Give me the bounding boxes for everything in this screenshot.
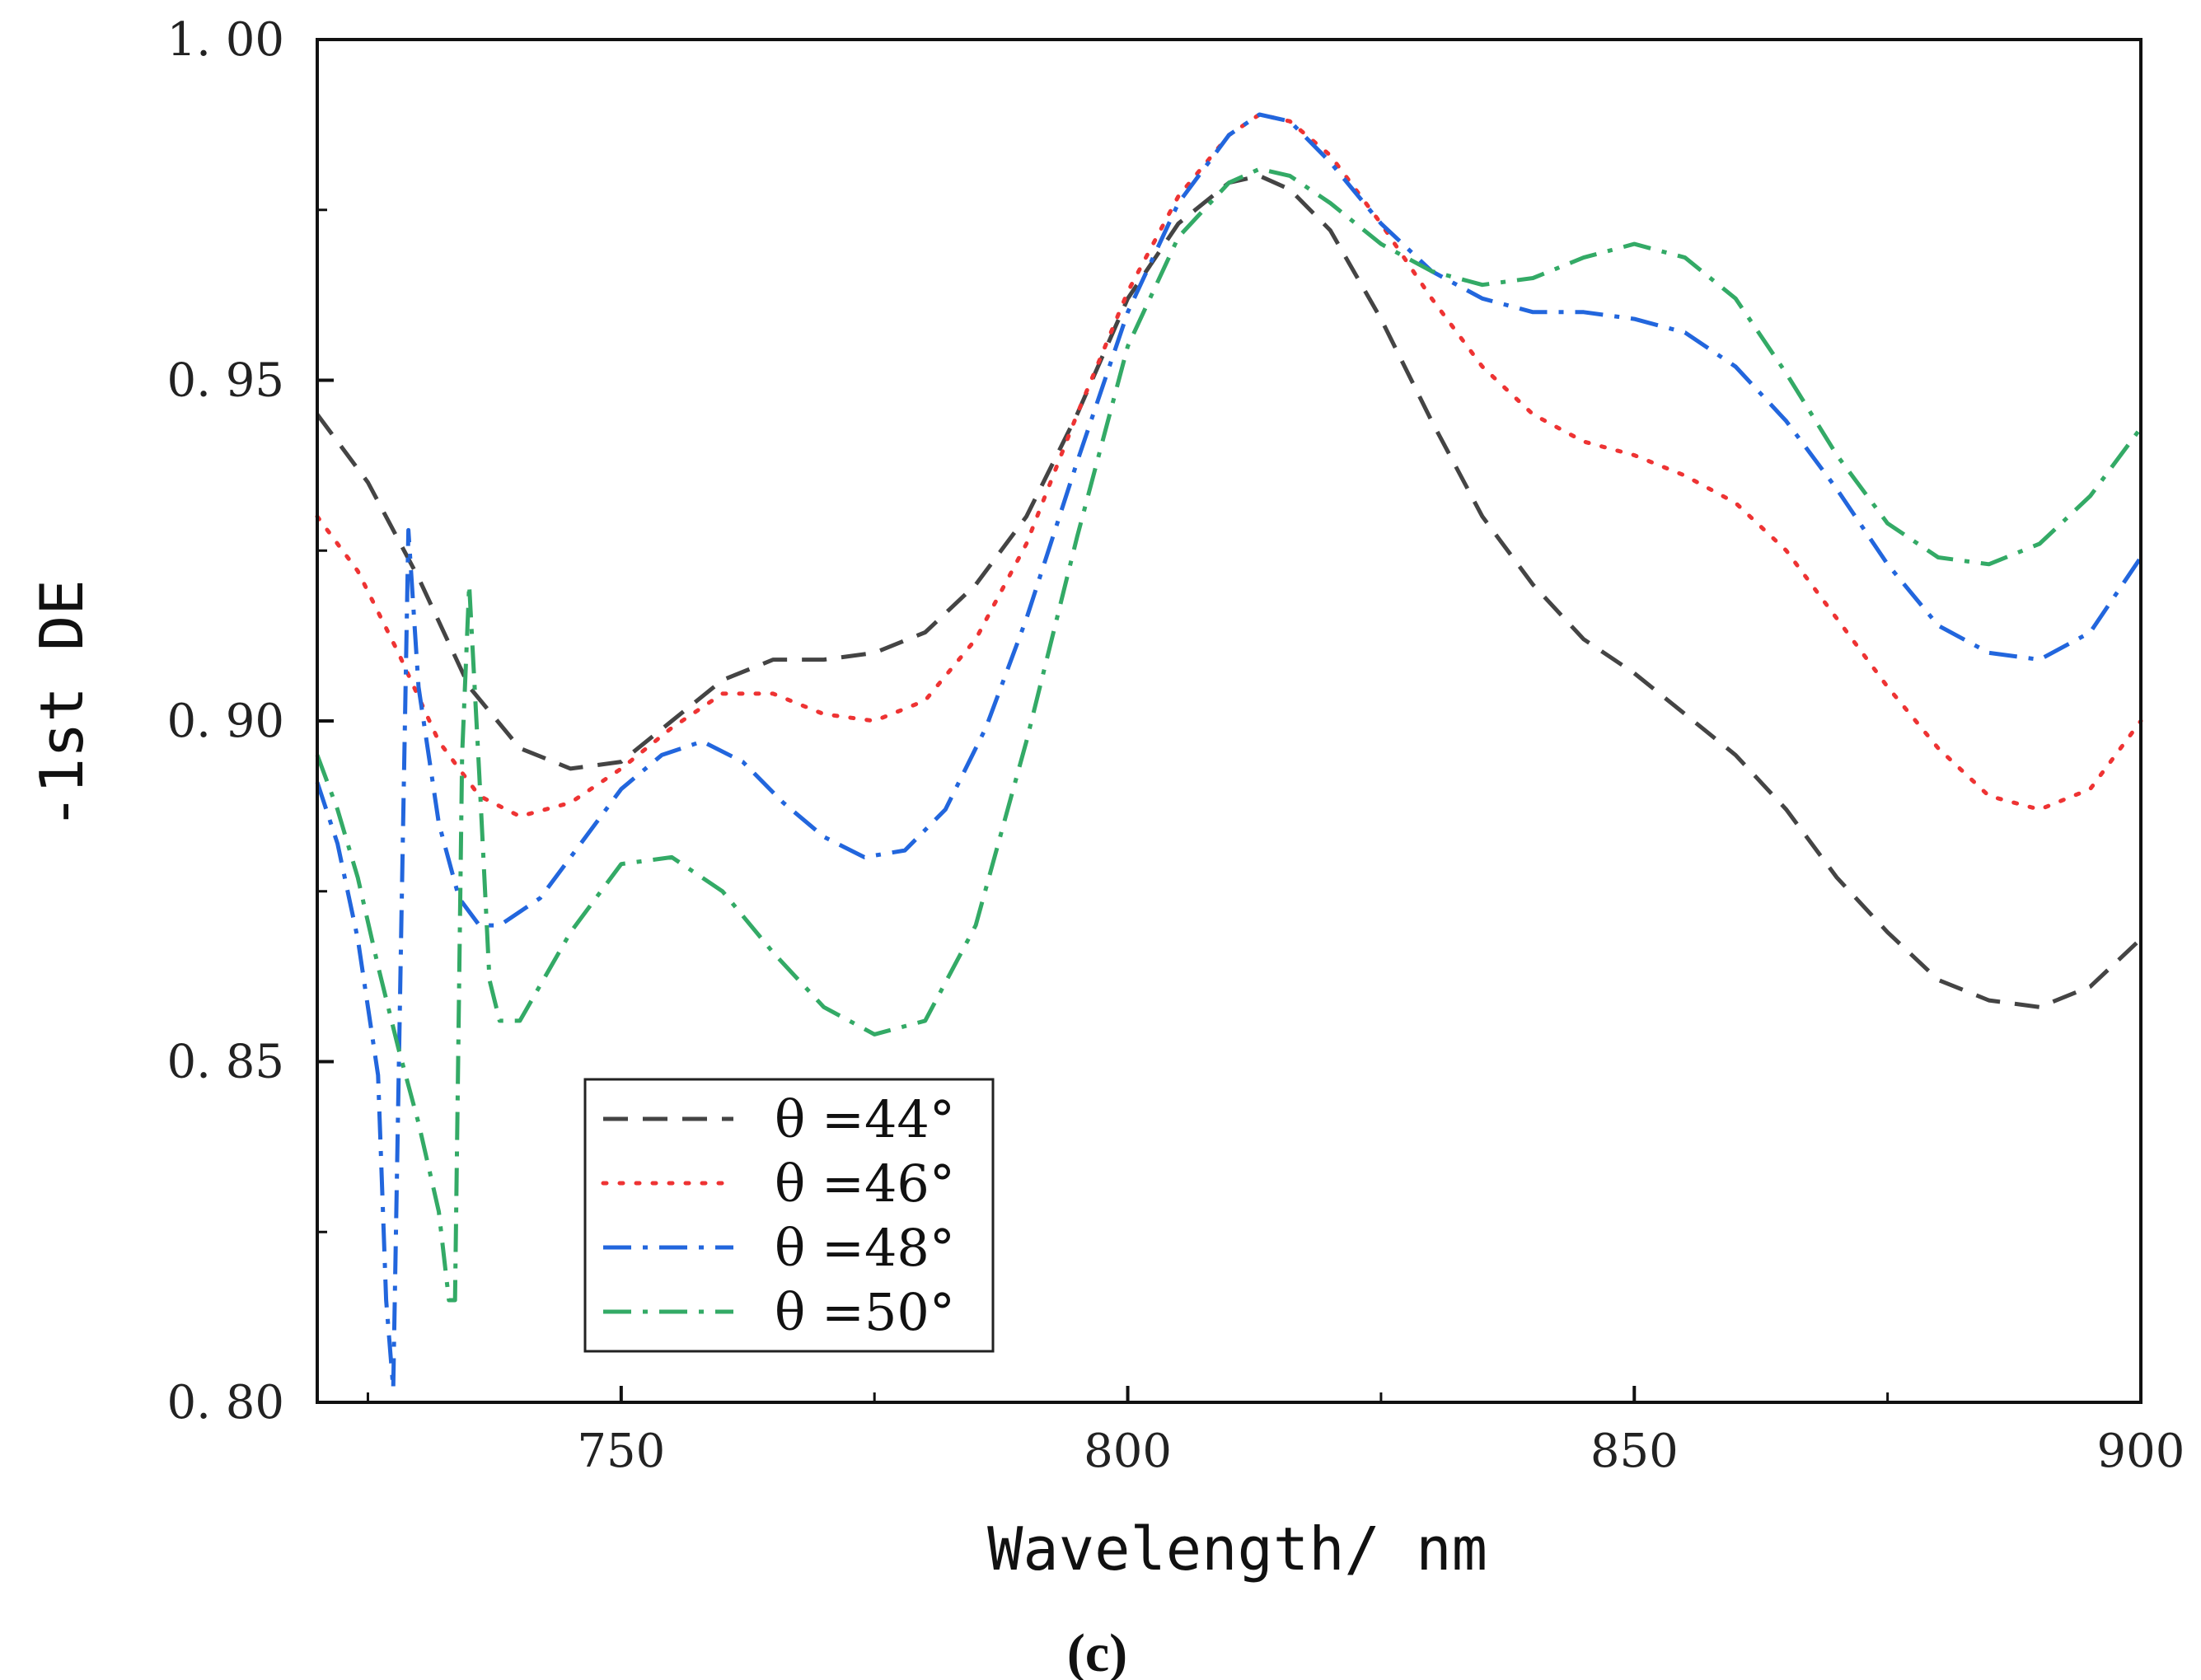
x-axis-title: Wavelength/ nm <box>987 1514 1487 1584</box>
tick-layer: 750 800 850 900 0. 80 0. 85 0. 90 0. 95 1. 00 <box>167 13 2185 1478</box>
y-tick-label: 1. 00 <box>167 13 285 67</box>
x-tick-label: 850 <box>1590 1425 1679 1478</box>
legend-label: θ =46° <box>775 1154 955 1214</box>
series-line-1 <box>315 173 2142 1009</box>
panel-label: (c) <box>1067 1623 1127 1680</box>
legend-label: θ =48° <box>775 1218 955 1278</box>
legend-label: θ =50° <box>775 1282 955 1342</box>
legend-entries: θ =44°θ =46°θ =48°θ =50° <box>601 1089 955 1342</box>
y-tick-label: 0. 85 <box>167 1036 285 1089</box>
legend-box <box>583 1078 995 1353</box>
series-line-3 <box>315 112 2143 1391</box>
x-tick-label: 900 <box>2097 1425 2185 1478</box>
y-axis-title: -1st DE <box>27 579 96 829</box>
y-tick-label: 0. 90 <box>167 695 285 748</box>
legend-label: θ =44° <box>775 1089 955 1149</box>
y-tick-label: 0. 80 <box>167 1376 285 1430</box>
series-line-4 <box>315 166 2143 1303</box>
series-layer <box>315 112 2143 1391</box>
y-tick-label: 0. 95 <box>167 354 285 408</box>
legend: θ =44°θ =46°θ =48°θ =50° <box>583 1078 995 1353</box>
x-tick-label: 750 <box>577 1425 665 1478</box>
x-tick-label: 800 <box>1084 1425 1172 1478</box>
